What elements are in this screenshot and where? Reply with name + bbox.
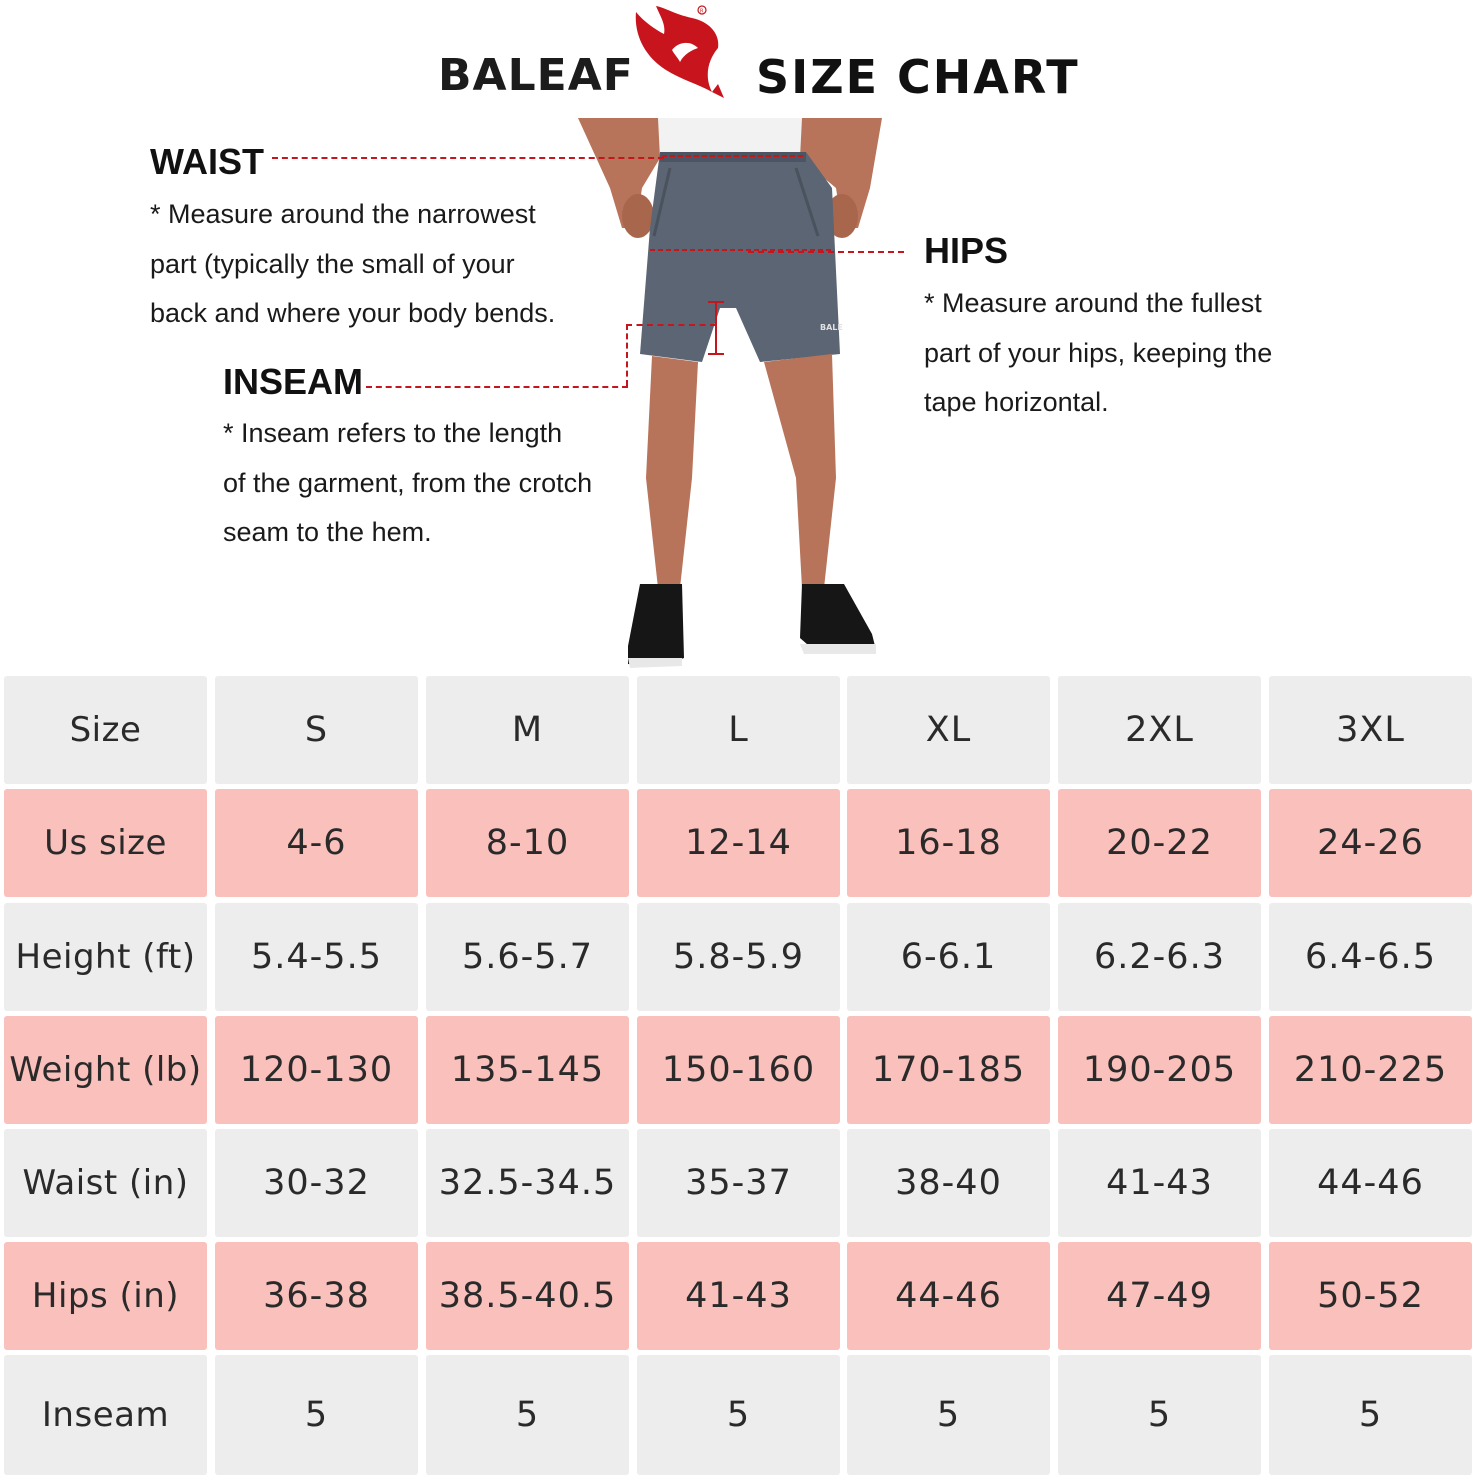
table-cell: 36-38 xyxy=(215,1242,418,1350)
table-cell: 5.4-5.5 xyxy=(215,903,418,1011)
table-cell: XL xyxy=(847,676,1050,784)
table-cell: 5 xyxy=(1058,1355,1261,1475)
table-cell: 35-37 xyxy=(637,1129,840,1237)
table-cell: 170-185 xyxy=(847,1016,1050,1124)
row-label-cell: Inseam xyxy=(4,1355,207,1475)
table-cell: 6.4-6.5 xyxy=(1269,903,1472,1011)
table-cell: 5 xyxy=(847,1355,1050,1475)
table-cell: 5 xyxy=(637,1355,840,1475)
table-cell: 190-205 xyxy=(1058,1016,1261,1124)
hips-leader-line xyxy=(748,251,904,253)
table-cell: 50-52 xyxy=(1269,1242,1472,1350)
table-cell: 41-43 xyxy=(637,1242,840,1350)
table-cell: 150-160 xyxy=(637,1016,840,1124)
waist-description: * Measure around the narrowest part (typ… xyxy=(150,199,556,328)
table-cell: 32.5-34.5 xyxy=(426,1129,629,1237)
table-cell: 3XL xyxy=(1269,676,1472,784)
table-cell: 44-46 xyxy=(1269,1129,1472,1237)
table-cell: 5 xyxy=(426,1355,629,1475)
hips-description: * Measure around the fullest part of you… xyxy=(924,288,1273,417)
table-cell: 5.6-5.7 xyxy=(426,903,629,1011)
svg-text:R: R xyxy=(700,9,704,15)
table-cell: 20-22 xyxy=(1058,789,1261,897)
table-cell: 44-46 xyxy=(847,1242,1050,1350)
table-cell: 38.5-40.5 xyxy=(426,1242,629,1350)
row-label-cell: Waist (in) xyxy=(4,1129,207,1237)
table-cell: 135-145 xyxy=(426,1016,629,1124)
table-cell: 30-32 xyxy=(215,1129,418,1237)
table-cell: 47-49 xyxy=(1058,1242,1261,1350)
brand-wordmark: BALEAF xyxy=(438,50,634,101)
baleaf-flame-logo: R xyxy=(635,5,724,98)
table-cell: 6-6.1 xyxy=(847,903,1050,1011)
size-table: Size S M L XL 2XL 3XL Us size 4-6 8-10 12-14 16-18 2… xyxy=(4,676,1472,1475)
svg-text:BALE: BALE xyxy=(820,323,843,332)
table-cell: 4-6 xyxy=(215,789,418,897)
row-label-cell: Height (ft) xyxy=(4,903,207,1011)
waist-heading: WAIST xyxy=(150,141,264,182)
inseam-leader-top xyxy=(626,324,716,326)
page-title: SIZE CHART xyxy=(756,50,1080,104)
table-cell: 120-130 xyxy=(215,1016,418,1124)
table-cell: 41-43 xyxy=(1058,1129,1261,1237)
table-cell: 8-10 xyxy=(426,789,629,897)
table-cell: M xyxy=(426,676,629,784)
table-cell: 210-225 xyxy=(1269,1016,1472,1124)
table-cell: S xyxy=(215,676,418,784)
table-cell: 5 xyxy=(215,1355,418,1475)
row-label-cell: Weight (lb) xyxy=(4,1016,207,1124)
row-label-cell: Us size xyxy=(4,789,207,897)
table-cell: 2XL xyxy=(1058,676,1261,784)
table-cell: 16-18 xyxy=(847,789,1050,897)
row-label-cell: Hips (in) xyxy=(4,1242,207,1350)
header: BALEAF R SIZE CHART xyxy=(0,0,1476,118)
model-illustration: BALE xyxy=(578,118,882,668)
inseam-leader-line xyxy=(366,386,628,388)
waist-leader-line xyxy=(272,157,664,159)
table-cell: L xyxy=(637,676,840,784)
inseam-description: * Inseam refers to the length of the gar… xyxy=(223,418,593,547)
table-cell: 5 xyxy=(1269,1355,1472,1475)
table-cell: 5.8-5.9 xyxy=(637,903,840,1011)
hips-heading: HIPS xyxy=(924,230,1009,271)
inseam-leader-vertical xyxy=(626,324,628,386)
inseam-heading: INSEAM xyxy=(223,361,364,402)
table-cell: 12-14 xyxy=(637,789,840,897)
table-cell: 24-26 xyxy=(1269,789,1472,897)
table-cell: 38-40 xyxy=(847,1129,1050,1237)
row-label-cell: Size xyxy=(4,676,207,784)
table-cell: 6.2-6.3 xyxy=(1058,903,1261,1011)
